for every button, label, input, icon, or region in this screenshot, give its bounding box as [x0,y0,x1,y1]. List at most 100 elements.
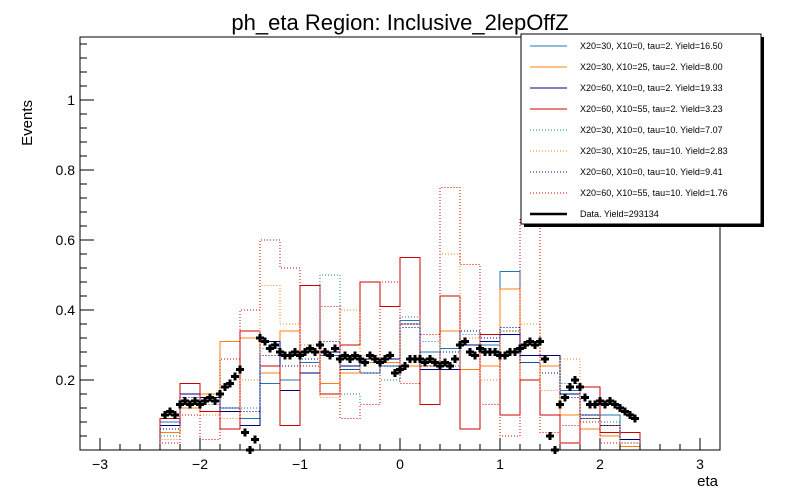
data-point [446,362,454,370]
data-point [291,348,299,356]
x-tick-label: 0 [396,456,404,472]
legend-label: Data. Yield=293134 [580,209,659,219]
data-point [466,348,474,356]
data-point [626,411,634,419]
histogram-series-7 [100,327,700,451]
data-point [546,432,554,440]
data-point [286,351,294,360]
data-point [221,383,229,391]
histogram-series-8 [100,187,700,451]
data-point [311,348,319,356]
data-point [596,397,604,405]
data-point [476,344,484,353]
data-point [196,400,204,409]
legend-label: X20=30, X10=25, tau=2. Yield=8.00 [580,62,723,72]
data-point [276,348,284,356]
legend-box [520,33,762,225]
data-point [216,390,224,398]
y-axis-label: Events [19,100,36,146]
data-point [301,348,309,356]
data-point [516,344,524,353]
legend-label: X20=30, X10=0, tau=2. Yield=16.50 [580,41,723,51]
legend-label: X20=60, X10=0, tau=2. Yield=19.33 [580,83,723,93]
x-tick-label: −2 [192,456,208,472]
data-point [601,400,609,409]
data-point [571,376,579,384]
data-point [356,355,364,363]
data-point [501,351,509,360]
y-tick-label: 0.8 [56,162,76,178]
legend-label: X20=60, X10=0, tau=10. Yield=9.41 [580,167,723,177]
data-point [416,355,424,363]
data-point [426,355,434,363]
data-point [211,397,219,405]
data-point [621,407,629,416]
data-point [606,397,614,405]
legend-label: X20=60, X10=55, tau=2. Yield=3.23 [580,104,723,114]
data-point [566,383,574,391]
x-axis-label: eta [697,473,719,490]
data-point [251,435,259,444]
data-point [431,358,439,367]
data-point [186,400,194,409]
y-tick-label: 1 [67,92,75,108]
data-point [256,334,264,342]
data-point [306,344,314,353]
data-point [436,362,444,370]
x-tick-label: −1 [292,456,308,472]
data-point [191,397,199,405]
data-point [381,355,389,363]
chart-title: ph_eta Region: Inclusive_2lepOffZ [231,10,568,35]
data-point [226,379,234,388]
data-point [591,400,599,409]
data-point [401,362,409,370]
data-point [631,414,639,423]
data-point [261,337,269,346]
x-tick-label: 3 [696,456,704,472]
x-tick-label: −3 [92,456,108,472]
data-point [201,397,209,405]
data-point [296,351,304,360]
data-point [376,358,384,367]
data-point [561,393,569,402]
data-point [321,348,329,356]
y-tick-label: 0.2 [56,372,76,388]
data-point [386,351,394,360]
legend-label: X20=30, X10=25, tau=10. Yield=2.83 [580,146,728,156]
data-point [166,407,174,416]
data-point [366,351,374,360]
data-point [346,355,354,363]
histogram-series-6 [100,253,700,451]
data-point [181,397,189,405]
data-point [271,341,279,349]
data-point [161,411,169,419]
data-point [491,348,499,356]
data-point [526,337,534,346]
data-point [236,365,244,374]
legend-label: X20=30, X10=0, tau=10. Yield=7.07 [580,125,723,135]
data-point [611,400,619,409]
data-point [461,337,469,346]
data-point [351,351,359,360]
data-point [241,428,249,437]
legend: X20=30, X10=0, tau=2. Yield=16.50 X20=30,… [520,33,764,227]
data-point [576,383,584,391]
data-point [331,344,339,353]
data-point [521,341,529,349]
data-point [391,369,399,377]
data-point [266,344,274,353]
legend-label: X20=60, X10=55, tau=10. Yield=1.76 [580,188,728,198]
histogram-series-2 [100,285,700,451]
data-point [616,404,624,412]
data-point [536,337,544,346]
data-point [511,348,519,356]
data-point [441,358,449,367]
data-point [326,351,334,360]
data-point [396,365,404,374]
data-point [341,351,349,360]
x-tick-label: 1 [496,456,504,472]
data-point [171,411,179,419]
data-point [361,358,369,367]
data-point [541,355,549,363]
